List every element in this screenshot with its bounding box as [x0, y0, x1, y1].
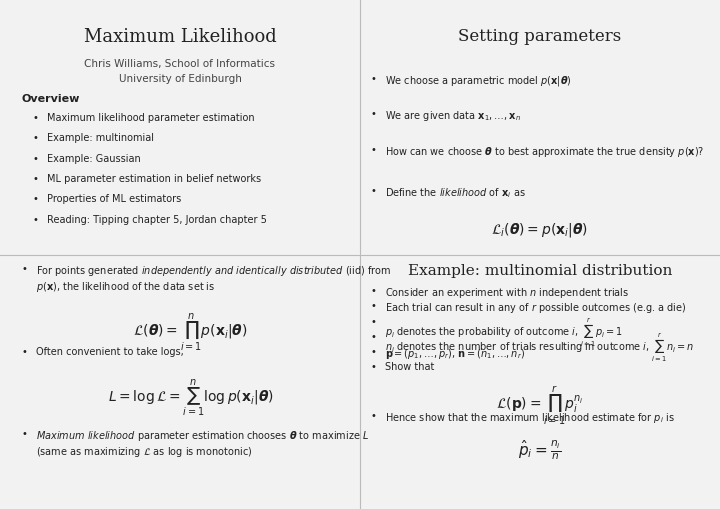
Text: Consider an experiment with $n$ independent trials: Consider an experiment with $n$ independ… — [385, 286, 629, 300]
Text: $\hat{p}_i = \frac{n_i}{n}$: $\hat{p}_i = \frac{n_i}{n}$ — [518, 439, 562, 462]
Text: Hence show that the maximum likelihood estimate for $p_i$ is: Hence show that the maximum likelihood e… — [385, 411, 675, 426]
Text: Example: multinomial distribution: Example: multinomial distribution — [408, 264, 672, 278]
Text: Chris Williams, School of Informatics: Chris Williams, School of Informatics — [84, 59, 276, 69]
Text: $p(\mathbf{x})$, the likelihood of the data set is: $p(\mathbf{x})$, the likelihood of the d… — [36, 280, 215, 295]
Text: $\it{Maximum}$ $\it{likelihood}$ parameter estimation chooses $\boldsymbol{\thet: $\it{Maximum}$ $\it{likelihood}$ paramet… — [36, 429, 369, 443]
Text: Show that: Show that — [385, 362, 435, 373]
Text: •: • — [371, 109, 377, 120]
Text: •: • — [371, 317, 377, 327]
Text: •: • — [371, 362, 377, 373]
Text: University of Edinburgh: University of Edinburgh — [119, 74, 241, 84]
Text: •: • — [22, 429, 27, 439]
Text: •: • — [371, 145, 377, 155]
Text: •: • — [32, 215, 38, 225]
Text: ML parameter estimation in belief networks: ML parameter estimation in belief networ… — [47, 174, 261, 184]
Text: •: • — [32, 113, 38, 123]
Text: (same as maximizing $\mathcal{L}$ as log is monotonic): (same as maximizing $\mathcal{L}$ as log… — [36, 445, 253, 460]
Text: Often convenient to take logs,: Often convenient to take logs, — [36, 347, 184, 357]
Text: Setting parameters: Setting parameters — [459, 28, 621, 45]
Text: •: • — [32, 174, 38, 184]
Text: Maximum likelihood parameter estimation: Maximum likelihood parameter estimation — [47, 113, 254, 123]
Text: •: • — [32, 154, 38, 164]
Text: Example: Gaussian: Example: Gaussian — [47, 154, 140, 164]
Text: $p_i$ denotes the probability of outcome $i$, $\sum_{i=1}^r p_i = 1$: $p_i$ denotes the probability of outcome… — [385, 317, 623, 349]
Text: •: • — [371, 74, 377, 84]
Text: Properties of ML estimators: Properties of ML estimators — [47, 194, 181, 205]
Text: •: • — [32, 133, 38, 144]
Text: •: • — [371, 332, 377, 342]
Text: Define the $\it{likelihood}$ of $\mathbf{x}_i$ as: Define the $\it{likelihood}$ of $\mathbf… — [385, 186, 526, 200]
Text: •: • — [371, 301, 377, 312]
Text: Overview: Overview — [22, 94, 80, 104]
Text: $n_i$ denotes the number of trials resulting in outcome $i$, $\sum_{i=1}^r n_i =: $n_i$ denotes the number of trials resul… — [385, 332, 694, 364]
Text: We are given data $\mathbf{x}_1,\ldots,\mathbf{x}_n$: We are given data $\mathbf{x}_1,\ldots,\… — [385, 109, 521, 124]
Text: •: • — [22, 347, 27, 357]
Text: Reading: Tipping chapter 5, Jordan chapter 5: Reading: Tipping chapter 5, Jordan chapt… — [47, 215, 266, 225]
Text: For points generated $\it{independently}$ $\it{and}$ $\it{identically}$ $\it{dis: For points generated $\it{independently}… — [36, 264, 392, 278]
Text: •: • — [371, 411, 377, 421]
Text: How can we choose $\boldsymbol{\theta}$ to best approximate the true density $p(: How can we choose $\boldsymbol{\theta}$ … — [385, 145, 705, 159]
Text: Example: multinomial: Example: multinomial — [47, 133, 154, 144]
Text: $\mathcal{L}(\mathbf{p}) = \prod_{i=1}^{r} p_i^{n_i}$: $\mathcal{L}(\mathbf{p}) = \prod_{i=1}^{… — [496, 384, 584, 427]
Text: •: • — [371, 186, 377, 196]
Text: •: • — [371, 286, 377, 296]
Text: •: • — [22, 264, 27, 274]
Text: $L = \log \mathcal{L} = \sum_{i=1}^{n} \log p(\mathbf{x}_i|\boldsymbol{\theta})$: $L = \log \mathcal{L} = \sum_{i=1}^{n} \… — [108, 378, 274, 419]
Text: Maximum Likelihood: Maximum Likelihood — [84, 28, 276, 46]
Text: Each trial can result in any of $r$ possible outcomes (e.g. a die): Each trial can result in any of $r$ poss… — [385, 301, 687, 316]
Text: $\mathcal{L}(\boldsymbol{\theta}) = \prod_{i=1}^{n} p(\mathbf{x}_i|\boldsymbol{\: $\mathcal{L}(\boldsymbol{\theta}) = \pro… — [133, 312, 248, 354]
Text: $\mathbf{p} = (p_1, \ldots, p_r)$, $\mathbf{n} = (n_1, \ldots, n_r)$: $\mathbf{p} = (p_1, \ldots, p_r)$, $\mat… — [385, 347, 526, 361]
Text: •: • — [32, 194, 38, 205]
Text: •: • — [371, 347, 377, 357]
Text: $\mathcal{L}_i(\boldsymbol{\theta}) = p(\mathbf{x}_i|\boldsymbol{\theta})$: $\mathcal{L}_i(\boldsymbol{\theta}) = p(… — [492, 221, 588, 239]
Text: We choose a parametric model $p(\mathbf{x}|\boldsymbol{\theta})$: We choose a parametric model $p(\mathbf{… — [385, 74, 572, 88]
